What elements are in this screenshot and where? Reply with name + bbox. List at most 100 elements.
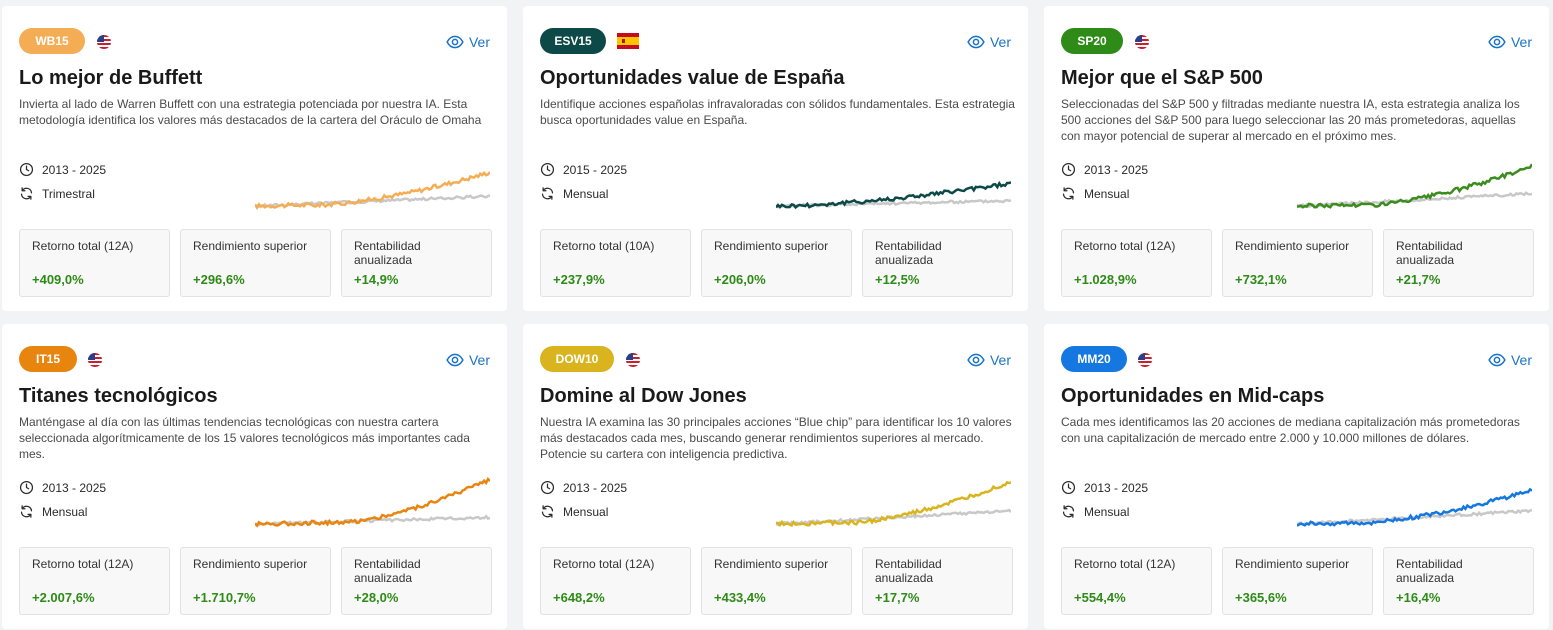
- strategy-line: [1297, 487, 1532, 527]
- clock-icon: [1061, 162, 1076, 177]
- strategy-title: Domine al Dow Jones: [540, 385, 747, 407]
- us-flag-icon: [97, 35, 111, 49]
- view-label: Ver: [989, 34, 1011, 50]
- stat-box: Rentabilidad anualizada +17,7%: [862, 547, 1013, 615]
- period: 2013 - 2025: [540, 480, 627, 495]
- strategy-card[interactable]: MM20 Ver Oportunidades en Mid-caps Cada …: [1044, 324, 1549, 629]
- stat-value: +296,6%: [193, 272, 245, 287]
- stat-value: +433,4%: [714, 590, 766, 605]
- eye-icon: [967, 351, 985, 369]
- stat-box: Retorno total (12A) +2.007,6%: [19, 547, 170, 615]
- rebalance-frequency: Mensual: [540, 504, 608, 519]
- stat-box: Rendimiento superior +365,6%: [1222, 547, 1373, 615]
- view-button[interactable]: Ver: [967, 33, 1011, 51]
- refresh-icon: [19, 186, 34, 201]
- strategy-card[interactable]: WB15 Ver Lo mejor de Buffett Invierta al…: [2, 6, 507, 311]
- stat-box: Rentabilidad anualizada +16,4%: [1383, 547, 1534, 615]
- stats-row: Retorno total (12A) +2.007,6% Rendimiento…: [19, 547, 492, 615]
- strategy-card[interactable]: ESV15 Ver Oportunidades value de España …: [523, 6, 1028, 311]
- stat-label: Rendimiento superior: [193, 557, 308, 571]
- stat-value: +554,4%: [1074, 590, 1126, 605]
- stat-value: +648,2%: [553, 590, 605, 605]
- stat-value: +12,5%: [875, 272, 920, 287]
- view-button[interactable]: Ver: [1488, 33, 1532, 51]
- period-text: 2015 - 2025: [563, 162, 628, 177]
- stat-box: Rentabilidad anualizada +28,0%: [341, 547, 492, 615]
- strategy-description: Manténgase al día con las últimas tenden…: [19, 415, 470, 461]
- es-flag-icon: [617, 33, 639, 49]
- us-flag-icon: [88, 353, 102, 367]
- stat-label: Retorno total (12A): [1074, 239, 1176, 253]
- stat-value: +206,0%: [714, 272, 766, 287]
- refresh-icon: [540, 504, 555, 519]
- us-flag-icon: [626, 353, 640, 367]
- stat-label: Rentabilidad anualizada: [875, 239, 942, 267]
- stat-label: Rentabilidad anualizada: [1396, 239, 1463, 267]
- stat-value: +2.007,6%: [32, 590, 95, 605]
- strategy-badge: MM20: [1061, 346, 1127, 372]
- stat-box: Rendimiento superior +732,1%: [1222, 229, 1373, 297]
- stat-label: Rentabilidad anualizada: [354, 557, 421, 585]
- stats-row: Retorno total (10A) +237,9% Rendimiento s…: [540, 229, 1013, 297]
- stat-box: Rentabilidad anualizada +21,7%: [1383, 229, 1534, 297]
- clock-icon: [19, 162, 34, 177]
- view-button[interactable]: Ver: [967, 351, 1011, 369]
- stat-value: +365,6%: [1235, 590, 1287, 605]
- stat-value: +1.028,9%: [1074, 272, 1137, 287]
- stat-label: Retorno total (12A): [32, 557, 134, 571]
- performance-sparkline: [776, 480, 1011, 527]
- stat-value: +237,9%: [553, 272, 605, 287]
- strategy-badge: ESV15: [540, 28, 606, 54]
- stats-row: Retorno total (12A) +648,2% Rendimiento s…: [540, 547, 1013, 615]
- view-button[interactable]: Ver: [446, 33, 490, 51]
- benchmark-line: [255, 514, 490, 527]
- view-label: Ver: [1510, 34, 1532, 50]
- strategy-description: Nuestra IA examina las 30 principales ac…: [540, 415, 1012, 461]
- strategy-title: Oportunidades en Mid-caps: [1061, 385, 1325, 407]
- strategy-card[interactable]: DOW10 Ver Domine al Dow Jones Nuestra IA…: [523, 324, 1028, 629]
- stat-label: Rentabilidad anualizada: [875, 557, 942, 585]
- strategy-badge: DOW10: [540, 346, 614, 372]
- strategy-line: [255, 170, 490, 211]
- strategy-card[interactable]: SP20 Ver Mejor que el S&P 500 Selecciona…: [1044, 6, 1549, 311]
- strategy-title: Lo mejor de Buffett: [19, 67, 203, 89]
- period-text: 2013 - 2025: [1084, 480, 1149, 495]
- stats-row: Retorno total (12A) +409,0% Rendimiento s…: [19, 229, 492, 297]
- stat-value: +21,7%: [1396, 272, 1441, 287]
- clock-icon: [540, 162, 555, 177]
- strategy-description: Seleccionadas del S&P 500 y filtradas me…: [1061, 97, 1520, 143]
- eye-icon: [446, 33, 464, 51]
- eye-icon: [1488, 351, 1506, 369]
- stat-label: Rentabilidad anualizada: [354, 239, 421, 267]
- strategy-line: [255, 477, 490, 528]
- stat-label: Retorno total (10A): [553, 239, 655, 253]
- view-label: Ver: [1510, 352, 1532, 368]
- stat-label: Rendimiento superior: [714, 557, 829, 571]
- period-text: 2013 - 2025: [42, 162, 107, 177]
- stat-label: Retorno total (12A): [553, 557, 655, 571]
- stat-value: +409,0%: [32, 272, 84, 287]
- stat-label: Rendimiento superior: [1235, 557, 1350, 571]
- stats-row: Retorno total (12A) +554,4% Rendimiento s…: [1061, 547, 1534, 615]
- frequency-text: Mensual: [563, 504, 609, 519]
- period: 2013 - 2025: [1061, 162, 1148, 177]
- strategy-card[interactable]: IT15 Ver Titanes tecnológicos Manténgase…: [2, 324, 507, 629]
- view-label: Ver: [468, 352, 490, 368]
- clock-icon: [540, 480, 555, 495]
- stat-box: Rendimiento superior +296,6%: [180, 229, 331, 297]
- refresh-icon: [1061, 504, 1076, 519]
- strategy-badge: SP20: [1061, 28, 1123, 54]
- eye-icon: [446, 351, 464, 369]
- frequency-text: Mensual: [42, 504, 88, 519]
- rebalance-frequency: Trimestral: [19, 186, 95, 201]
- rebalance-frequency: Mensual: [1061, 504, 1129, 519]
- strategy-title: Oportunidades value de España: [540, 67, 845, 89]
- view-button[interactable]: Ver: [446, 351, 490, 369]
- view-button[interactable]: Ver: [1488, 351, 1532, 369]
- period: 2013 - 2025: [19, 162, 106, 177]
- strategy-description: Identifique acciones españolas infravalo…: [540, 97, 1015, 127]
- us-flag-icon: [1135, 35, 1149, 49]
- strategy-line: [776, 480, 1011, 527]
- strategy-line: [1297, 163, 1532, 209]
- strategy-line: [776, 180, 1011, 210]
